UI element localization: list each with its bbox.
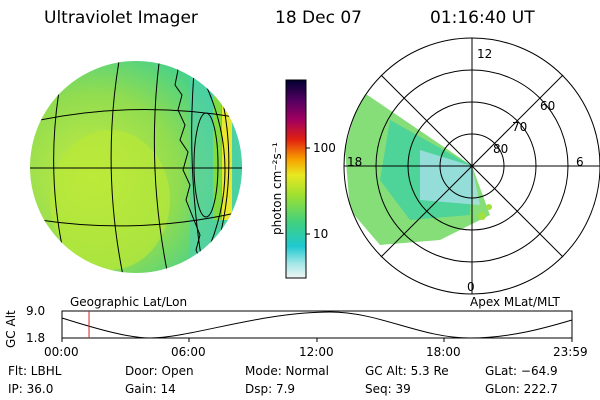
info-glon: GLon: 222.7 [485, 382, 558, 396]
x-tick-0000: 00:00 [44, 345, 79, 359]
colorbar-tick-10: 10 [313, 227, 329, 241]
date-label: 18 Dec 07 [275, 8, 362, 28]
info-seq: Seq: 39 [365, 382, 411, 396]
mlt-6-label: 6 [576, 155, 584, 169]
x-tick-1200: 12:00 [299, 345, 334, 359]
info-glat: GLat: −64.9 [485, 364, 558, 378]
altitude-ylabel: GC Alt [4, 310, 18, 348]
mlt-12-label: 12 [477, 47, 493, 61]
mlat-60-label: 60 [540, 99, 556, 113]
color-bar [285, 79, 310, 279]
time-label: 01:16:40 UT [430, 8, 535, 28]
info-mode: Mode: Normal [245, 364, 329, 378]
x-tick-2359: 23:59 [553, 345, 588, 359]
info-ip: IP: 36.0 [8, 382, 54, 396]
mlt-18-label: 18 [347, 155, 363, 169]
info-door: Door: Open [125, 364, 194, 378]
info-gc-alt: GC Alt: 5.3 Re [365, 364, 449, 378]
x-tick-1800: 18:00 [426, 345, 461, 359]
geographic-caption: Geographic Lat/Lon [70, 295, 188, 309]
instrument-title: Ultraviolet Imager [44, 8, 198, 28]
info-flt: Flt: LBHL [8, 364, 62, 378]
colorbar-tick-100: 100 [313, 141, 336, 155]
altitude-ymax: 9.0 [26, 304, 46, 318]
mlt-0-label: 0 [467, 280, 475, 294]
x-tick-0600: 06:00 [171, 345, 206, 359]
altitude-ymin: 1.8 [26, 331, 46, 345]
mlat-70-label: 70 [512, 120, 528, 134]
polar-image [343, 37, 600, 295]
info-gain: Gain: 14 [125, 382, 176, 396]
altitude-plot [61, 310, 573, 342]
mlat-80-label: 80 [493, 142, 509, 156]
colorbar-unit-label: photon cm⁻²s⁻¹ [270, 142, 284, 235]
info-dsp: Dsp: 7.9 [245, 382, 296, 396]
apex-caption: Apex MLat/MLT [470, 295, 560, 309]
geographic-image [30, 61, 242, 273]
